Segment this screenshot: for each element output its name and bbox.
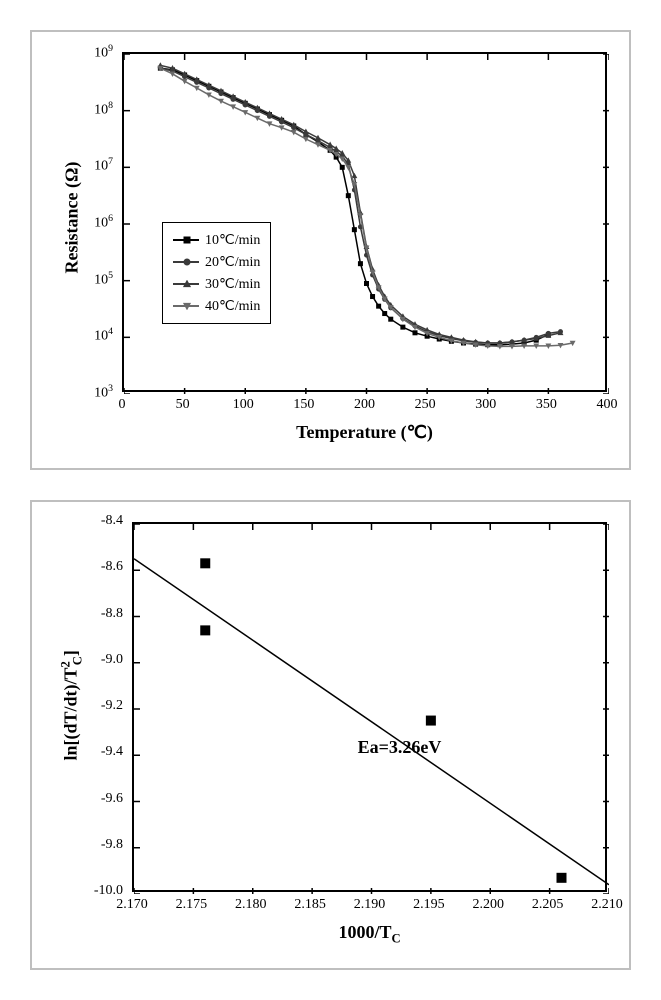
bottom-y-tick-label: -9.8 [101, 837, 123, 853]
top-y-tick-label: 106 [94, 213, 113, 232]
top-x-tick-label: 400 [593, 397, 621, 413]
legend-item: 20℃/min [173, 251, 260, 273]
legend-label: 10℃/min [205, 232, 260, 249]
legend-item: 30℃/min [173, 273, 260, 295]
top-y-tick-label: 108 [94, 100, 113, 119]
top-y-tick-label: 109 [94, 43, 113, 62]
bottom-x-tick-label: 2.200 [468, 897, 508, 913]
legend-label: 30℃/min [205, 276, 260, 293]
top-x-tick-label: 50 [169, 397, 197, 413]
top-x-tick-label: 350 [532, 397, 560, 413]
bottom-x-tick-label: 2.195 [409, 897, 449, 913]
top-x-tick-label: 300 [472, 397, 500, 413]
bottom-x-tick-label: 2.175 [171, 897, 211, 913]
top-x-tick-label: 250 [411, 397, 439, 413]
top-y-tick-label: 104 [94, 326, 113, 345]
bottom-y-tick-label: -9.4 [101, 744, 123, 760]
bottom-y-label: ln[(dT/dt)/T2C] [59, 625, 86, 785]
bottom-y-tick-label: -8.8 [101, 606, 123, 622]
top-legend: 10℃/min 20℃/min 30℃/min 40℃/min [162, 222, 271, 324]
bottom-x-tick-label: 2.180 [231, 897, 271, 913]
legend-label: 20℃/min [205, 254, 260, 271]
bottom-y-tick-label: -9.0 [101, 652, 123, 668]
legend-label: 40℃/min [205, 298, 260, 315]
bottom-y-tick-label: -9.6 [101, 791, 123, 807]
bottom-annotation: Ea=3.26eV [358, 737, 442, 758]
top-panel: 103104105106107108109 050100150200250300… [30, 30, 631, 470]
bottom-x-tick-label: 2.190 [350, 897, 390, 913]
top-y-label: Resistance (Ω) [62, 148, 83, 288]
bottom-chart-svg [134, 524, 609, 894]
top-y-tick-label: 105 [94, 270, 113, 289]
legend-item: 40℃/min [173, 295, 260, 317]
bottom-x-label: 1000/TC [132, 922, 607, 947]
bottom-y-tick-label: -8.4 [101, 513, 123, 529]
top-x-tick-label: 0 [108, 397, 136, 413]
figure-container: 103104105106107108109 050100150200250300… [0, 0, 661, 1000]
top-y-tick-label: 107 [94, 156, 113, 175]
top-x-tick-label: 100 [229, 397, 257, 413]
bottom-x-tick-label: 2.185 [290, 897, 330, 913]
bottom-panel: -10.0-9.8-9.6-9.4-9.2-9.0-8.8-8.6-8.4 2.… [30, 500, 631, 970]
top-x-tick-label: 150 [290, 397, 318, 413]
bottom-y-tick-label: -8.6 [101, 559, 123, 575]
bottom-y-tick-label: -9.2 [101, 698, 123, 714]
top-x-label: Temperature (℃) [122, 422, 607, 443]
top-x-tick-label: 200 [351, 397, 379, 413]
bottom-plot-area [132, 522, 607, 892]
bottom-x-tick-label: 2.170 [112, 897, 152, 913]
legend-item: 10℃/min [173, 229, 260, 251]
bottom-x-tick-label: 2.205 [528, 897, 568, 913]
bottom-x-tick-label: 2.210 [587, 897, 627, 913]
